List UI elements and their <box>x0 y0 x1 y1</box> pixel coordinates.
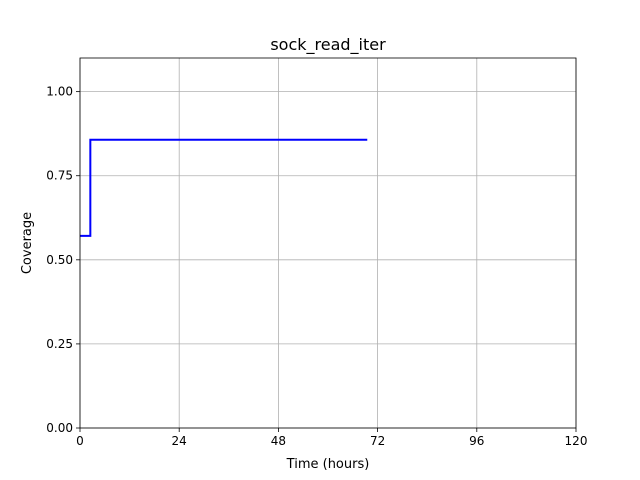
y-tick-label: 0.25 <box>46 337 73 351</box>
y-tick-label: 0.00 <box>46 421 73 435</box>
x-tick-label: 72 <box>370 434 385 448</box>
plot-frame <box>79 57 577 429</box>
x-tick-label: 0 <box>76 434 84 448</box>
x-tick-label: 96 <box>469 434 484 448</box>
grid <box>79 58 577 429</box>
plot-area <box>80 58 576 428</box>
y-tick-label: 0.75 <box>46 169 73 183</box>
series-layer <box>80 138 368 237</box>
x-axis-label: Time (hours) <box>286 457 370 472</box>
y-tick-label: 0.50 <box>46 253 73 267</box>
x-tick-label: 120 <box>565 434 588 448</box>
y-axis-label: Coverage <box>20 212 35 274</box>
chart-title: sock_read_iter <box>270 35 386 55</box>
x-tick-label: 24 <box>172 434 187 448</box>
coverage-series-line <box>80 138 368 237</box>
y-axis: 0.00 0.25 0.50 0.75 1.00 <box>46 85 80 435</box>
y-tick-label: 1.00 <box>46 85 73 99</box>
x-tick-label: 48 <box>271 434 286 448</box>
x-axis: 0 24 48 72 96 120 <box>76 428 587 448</box>
